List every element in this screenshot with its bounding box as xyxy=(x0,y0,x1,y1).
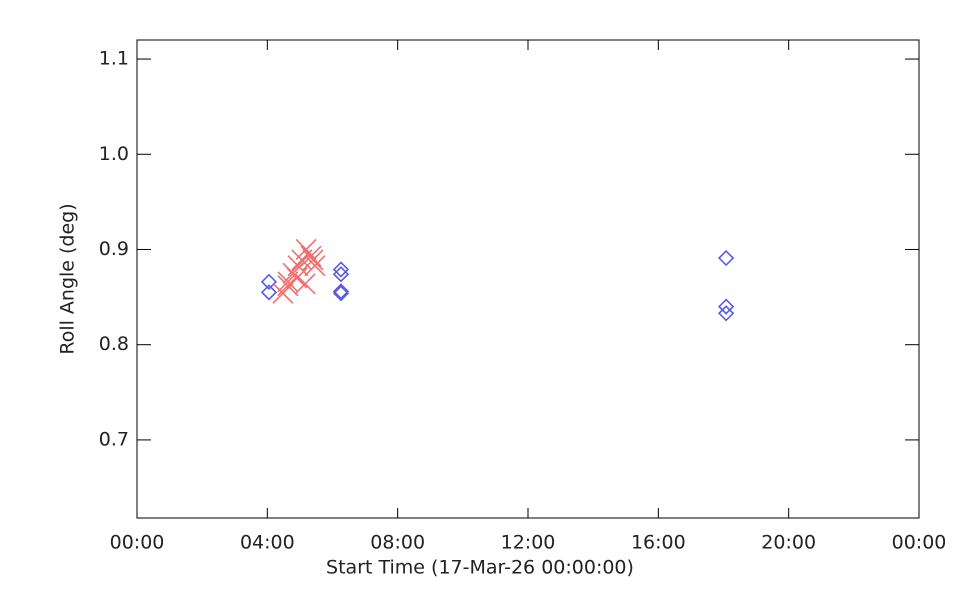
x-axis-title: Start Time (17-Mar-26 00:00:00) xyxy=(326,557,634,579)
point xyxy=(260,273,278,290)
x-tick-label: 12:00 xyxy=(501,532,556,554)
point xyxy=(295,238,317,261)
point xyxy=(304,255,326,277)
point xyxy=(260,284,278,301)
y-axis-title: Roll Angle (deg) xyxy=(57,203,79,354)
point xyxy=(717,305,735,322)
x-tick-label: 04:00 xyxy=(240,532,295,554)
y-tick-label: 1.1 xyxy=(99,48,129,70)
x-tick-label: 16:00 xyxy=(631,532,686,554)
x-tick-label: 08:00 xyxy=(370,532,425,554)
point xyxy=(332,283,350,300)
x-tick-label: 20:00 xyxy=(761,532,816,554)
point xyxy=(717,298,735,315)
y-tick-label: 0.7 xyxy=(99,428,129,450)
x-tick-label: 00:00 xyxy=(892,532,947,554)
point xyxy=(332,285,350,302)
plot-frame xyxy=(136,39,920,519)
y-tick-label: 1.0 xyxy=(99,143,129,165)
y-tick-label: 0.9 xyxy=(99,238,129,260)
point xyxy=(302,249,324,271)
point xyxy=(332,261,350,278)
point xyxy=(717,249,735,267)
point xyxy=(286,267,308,289)
x-tick-label: 00:00 xyxy=(110,532,165,554)
point xyxy=(277,275,299,297)
point xyxy=(332,266,350,283)
y-tick-label: 0.8 xyxy=(99,333,129,355)
